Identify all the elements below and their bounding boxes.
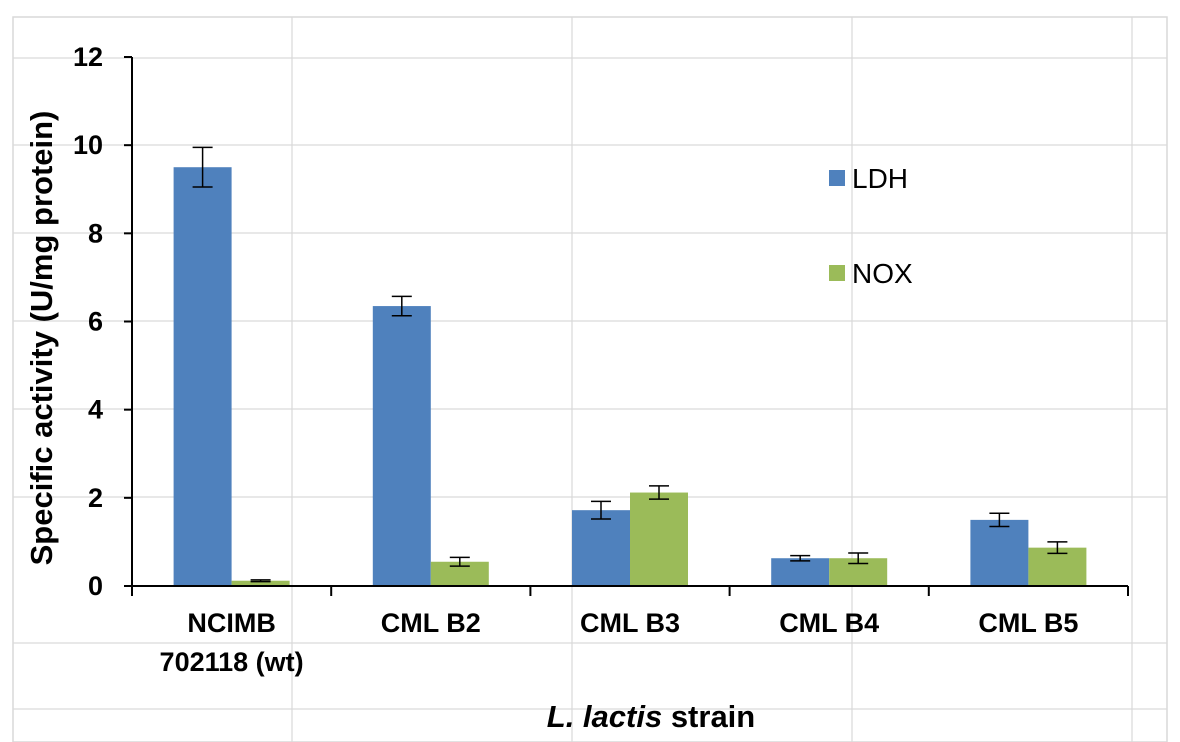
legend-label-ldh: LDH <box>852 163 908 194</box>
x-tick-label: CML B2 <box>381 608 481 638</box>
x-tick-label: NCIMB 702118 (wt) <box>160 608 304 677</box>
x-axis-title-rest: strain <box>662 699 755 734</box>
bar-nox-2 <box>630 492 688 586</box>
y-tick-label: 8 <box>88 218 103 248</box>
y-tick-label: 4 <box>88 395 103 425</box>
x-tick-label: CML B3 <box>580 608 680 638</box>
legend-swatch-ldh <box>829 170 845 186</box>
axes <box>124 56 1129 596</box>
y-tick-label: 6 <box>88 307 103 337</box>
bar-ldh-4 <box>970 519 1029 586</box>
bar-ldh-1 <box>372 306 431 586</box>
bar-ldh-0 <box>173 167 232 587</box>
chart-border <box>12 16 1168 742</box>
bar-ldh-3 <box>771 558 830 586</box>
y-tick-label: 2 <box>88 483 103 513</box>
x-tick-label: CML B5 <box>978 608 1078 638</box>
y-tick-label: 0 <box>88 571 103 601</box>
legend-label-nox: NOX <box>852 258 913 289</box>
legend-swatch-nox <box>829 265 845 281</box>
bar-ldh-2 <box>572 510 630 586</box>
x-axis-title: L. lactis strain <box>547 699 755 734</box>
legend: LDH NOX <box>829 163 913 289</box>
tick-labels: 0 2 4 6 8 10 12 NCIMB 702118 (wt) CML B2 CML B3 CML… <box>73 42 1078 677</box>
y-tick-label: 10 <box>73 130 103 160</box>
error-bars <box>192 146 1068 583</box>
x-tick-label: CML B4 <box>779 608 879 638</box>
x-axis-title-italic: L. lactis <box>547 699 662 734</box>
y-tick-label: 12 <box>73 42 103 72</box>
y-axis-title: Specific activity (U/mg protein) <box>24 111 59 566</box>
bar-nox-0 <box>231 580 290 586</box>
bars <box>173 167 1087 587</box>
